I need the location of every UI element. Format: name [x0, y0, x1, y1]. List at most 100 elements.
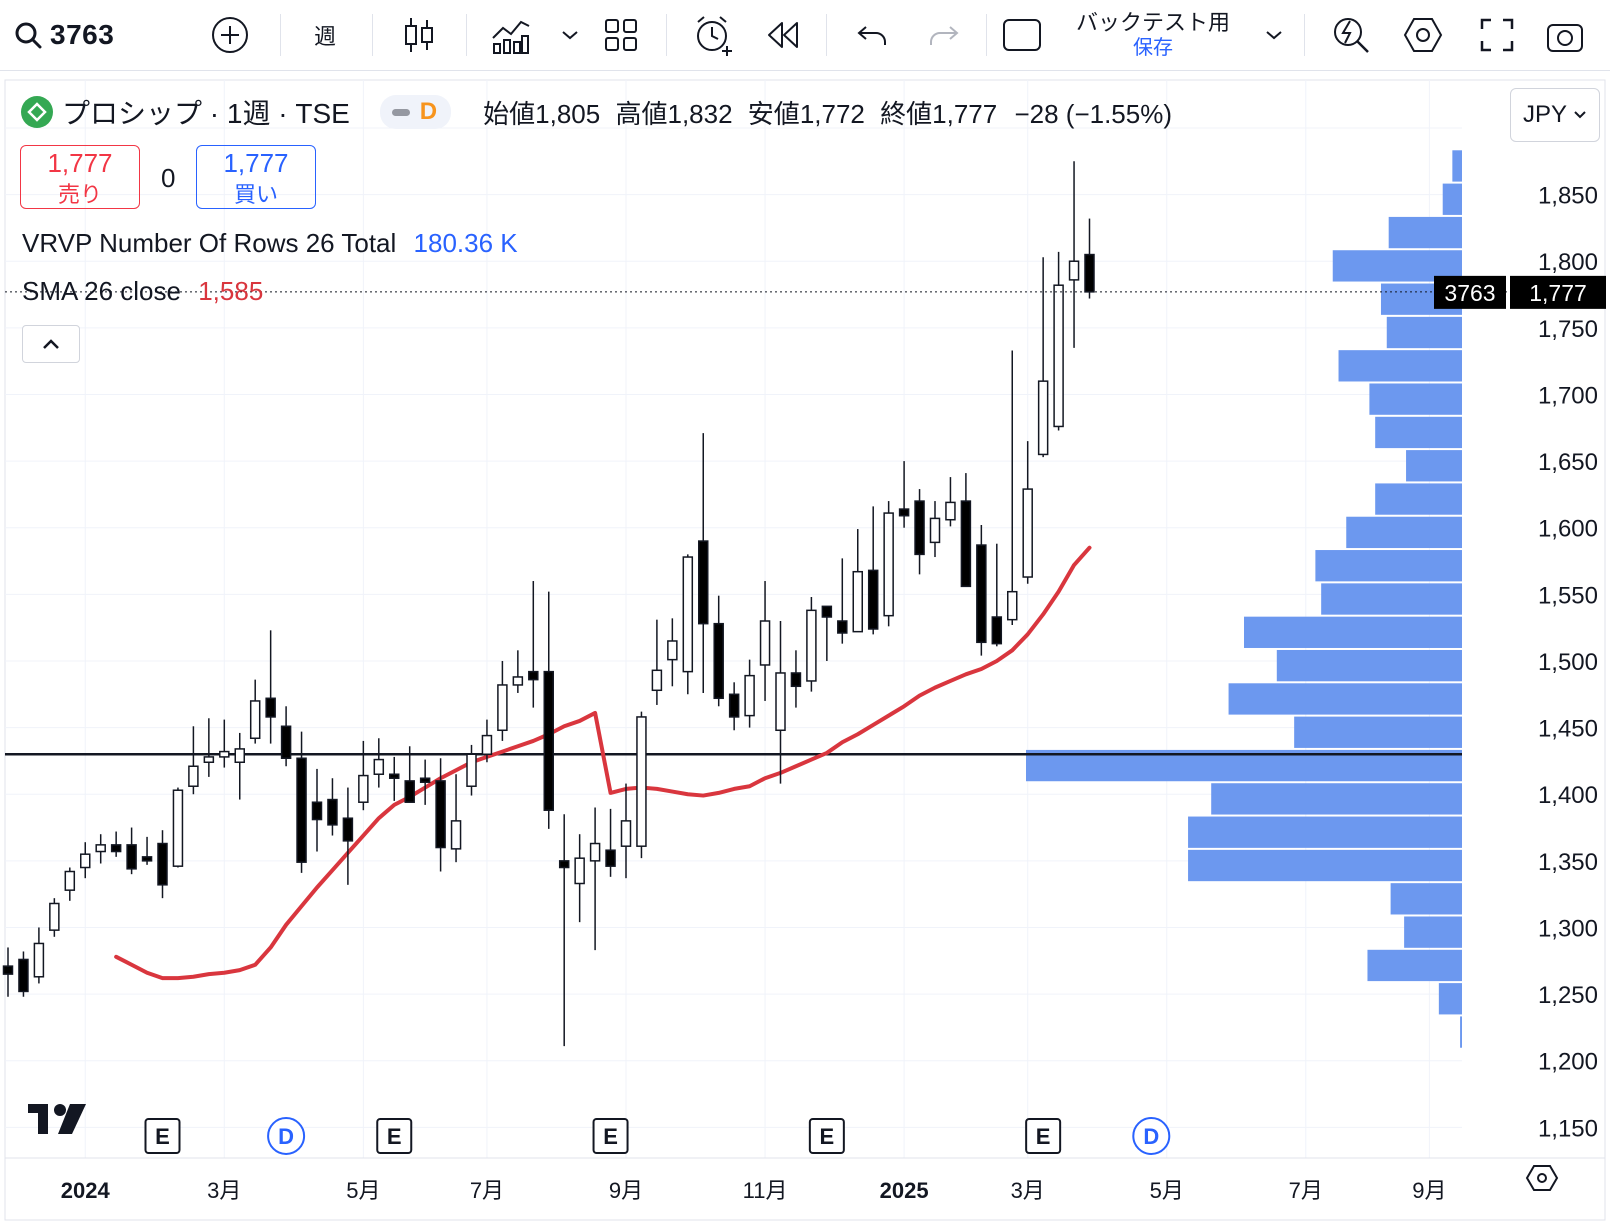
- buy-price: 1,777: [223, 148, 289, 178]
- alarm-clock-icon: [697, 16, 732, 56]
- volume-profile-bar: [1460, 1016, 1462, 1048]
- sell-button[interactable]: 1,777 売り: [20, 145, 140, 209]
- symbol-text: 3763: [50, 19, 115, 50]
- price-tag-price-box: [1510, 275, 1606, 309]
- collapse-legend-button[interactable]: [22, 325, 80, 363]
- sma-legend[interactable]: SMA 26 close 1,585: [22, 276, 263, 307]
- candle-body: [821, 605, 833, 618]
- earnings-event-label: E: [603, 1124, 618, 1149]
- candle-up: [759, 581, 771, 701]
- interval-button[interactable]: 週: [300, 0, 350, 70]
- search-icon: [15, 22, 42, 49]
- volume-profile-bar: [1338, 350, 1462, 382]
- save-button[interactable]: 保存: [1133, 37, 1173, 60]
- time-tick-label: 5月: [346, 1178, 380, 1203]
- candle-body: [667, 640, 678, 661]
- sma-label: SMA 26 close: [22, 276, 181, 306]
- symbol-search[interactable]: 3763: [14, 0, 144, 70]
- layout-select-button[interactable]: [1000, 0, 1044, 70]
- data-status-badge[interactable]: D: [379, 95, 452, 129]
- candle-down: [296, 731, 307, 873]
- replay-button[interactable]: [758, 0, 808, 70]
- tradingview-logo: [28, 1104, 86, 1134]
- indicators-dropdown[interactable]: [556, 0, 584, 70]
- symbol-logo-icon: [21, 96, 53, 128]
- time-tick-label: 9月: [609, 1178, 643, 1203]
- undo-button[interactable]: [848, 0, 896, 70]
- quick-search-button[interactable]: [1326, 0, 1376, 70]
- candle-down: [914, 489, 925, 575]
- candle-down: [790, 650, 802, 708]
- candle-body: [698, 540, 709, 625]
- dividend-event-marker: D: [1132, 1117, 1171, 1155]
- candle-down: [2, 947, 14, 997]
- dividend-event-circle: [267, 1117, 306, 1155]
- candle-body: [435, 780, 446, 849]
- redo-button[interactable]: [920, 0, 968, 70]
- alert-button[interactable]: [688, 0, 740, 70]
- toolbar-divider: [986, 14, 987, 56]
- candle-body: [95, 844, 106, 853]
- candle-body: [574, 857, 585, 885]
- candle-body: [219, 750, 230, 758]
- candle-body: [1053, 284, 1064, 428]
- candle-up: [95, 834, 106, 864]
- currency-text: JPY: [1522, 101, 1567, 128]
- candle-up: [373, 738, 385, 788]
- candle-body: [172, 789, 184, 867]
- candle-down: [389, 756, 400, 801]
- candle-up: [636, 711, 647, 859]
- volume-profile-bar: [1386, 316, 1462, 349]
- settings-hexagon-icon: [1403, 18, 1443, 52]
- candle-body: [543, 670, 554, 811]
- time-tick-label: 7月: [470, 1178, 504, 1203]
- layout-dropdown[interactable]: [1260, 0, 1288, 70]
- candle-down: [157, 830, 168, 899]
- sell-price: 1,777: [47, 148, 113, 178]
- candle-body: [49, 902, 60, 931]
- candle-up: [620, 783, 632, 879]
- earnings-event-box: [144, 1118, 181, 1154]
- price-tick-label: 1,500: [1538, 649, 1598, 676]
- candle-body: [991, 616, 1003, 645]
- candle-body: [898, 508, 910, 517]
- chart-type-button[interactable]: [394, 0, 444, 70]
- candle-body: [976, 544, 987, 644]
- price-tag-symbol: 3763: [1444, 280, 1495, 306]
- volume-profile-bar: [1211, 783, 1462, 815]
- toolbar-divider: [666, 14, 667, 56]
- layout-name[interactable]: バックテスト用 保存: [1060, 0, 1246, 70]
- layout-button[interactable]: [596, 0, 646, 70]
- buy-button[interactable]: 1,777 買い: [196, 145, 316, 209]
- camera-button[interactable]: [1545, 0, 1605, 70]
- redo-icon: [930, 26, 959, 45]
- candle-body: [512, 676, 524, 686]
- layout-rectangle-icon: [1003, 19, 1041, 51]
- indicators-icon: [492, 20, 530, 54]
- vrvp-legend[interactable]: VRVP Number Of Rows 26 Total 180.36 K: [22, 228, 518, 259]
- candle-body: [558, 860, 570, 869]
- symbol-name[interactable]: プロシップ · 1週 · TSE: [62, 98, 350, 129]
- candle-up: [512, 650, 524, 693]
- candle-down: [435, 758, 446, 872]
- fullscreen-button[interactable]: [1472, 0, 1522, 70]
- time-tick-label: 9月: [1412, 1178, 1446, 1203]
- add-symbol-button[interactable]: [208, 0, 252, 70]
- settings-button[interactable]: [1398, 0, 1448, 70]
- candle-up: [1022, 441, 1033, 584]
- candle-up: [1068, 161, 1080, 348]
- axis-settings-icon[interactable]: [1525, 1165, 1559, 1191]
- currency-select[interactable]: JPY: [1510, 88, 1600, 142]
- indicators-button[interactable]: [486, 0, 536, 70]
- chevron-up-icon: [43, 339, 59, 349]
- candle-down: [18, 951, 29, 997]
- time-axis[interactable]: 2024 3月 5月 7月 9月 11月 2025 3月 5月 7月 9月: [61, 1178, 1447, 1203]
- candle-body: [296, 757, 307, 863]
- candle-up: [744, 659, 755, 728]
- price-axis[interactable]: 1,150 1,200 1,250 1,300 1,350 1,400 1,450 1,500…: [1538, 116, 1598, 1142]
- candle-up: [358, 740, 369, 811]
- earnings-event-box: [808, 1118, 845, 1154]
- candle-body: [311, 801, 323, 821]
